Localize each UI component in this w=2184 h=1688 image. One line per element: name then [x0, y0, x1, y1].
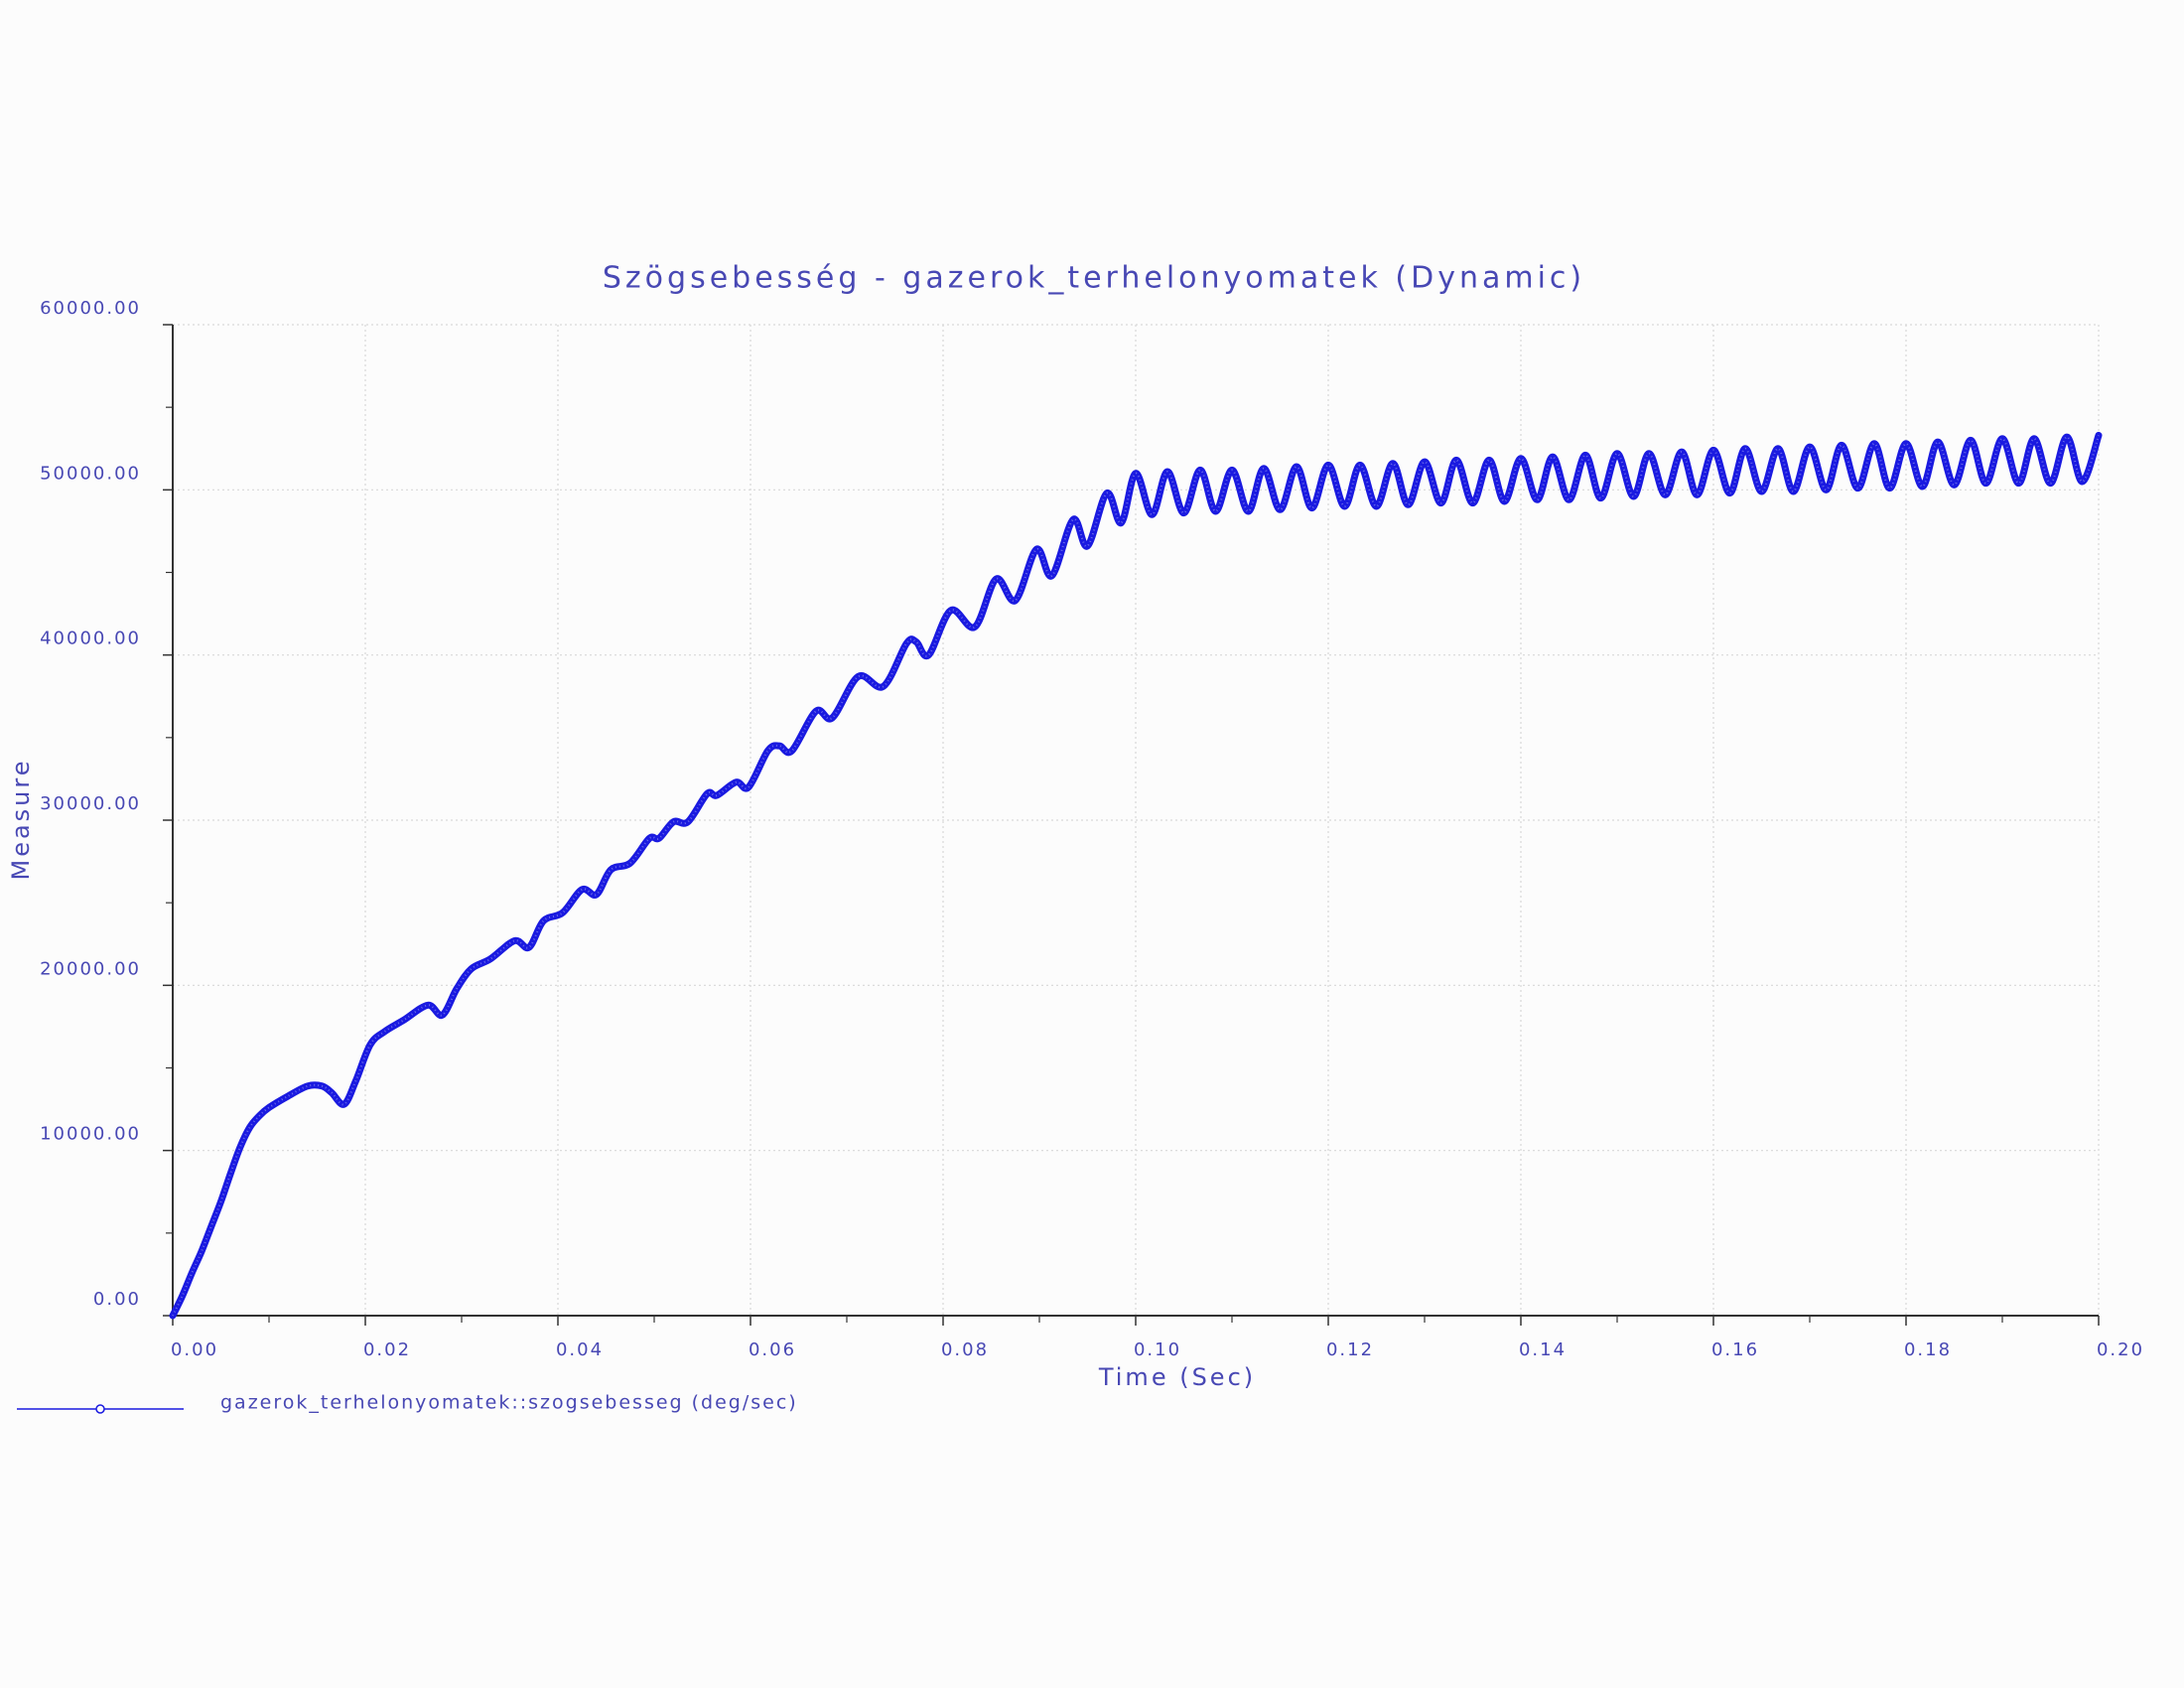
- legend-marker: [95, 1404, 105, 1414]
- x-tick-label: 0.14: [1519, 1339, 1567, 1360]
- x-tick-label: 0.18: [1904, 1339, 1952, 1360]
- data-line-highlight: [172, 435, 2100, 1317]
- y-axis-label: Measure: [7, 759, 35, 881]
- x-tick-label: 0.08: [941, 1339, 989, 1360]
- chart-title: Szögsebesség - gazerok_terhelonyomatek (…: [603, 261, 1585, 296]
- y-tick-label: 40000.00: [40, 629, 141, 649]
- x-tick-label: 0.04: [556, 1339, 604, 1360]
- x-tick-label: 0.16: [1711, 1339, 1759, 1360]
- y-tick-label: 60000.00: [40, 298, 141, 319]
- y-tick-label: 10000.00: [40, 1124, 141, 1145]
- x-tick-label: 0.06: [749, 1339, 796, 1360]
- x-tick-label: 0.00: [171, 1339, 218, 1360]
- y-tick-label: 30000.00: [40, 793, 141, 814]
- x-tick-label: 0.12: [1326, 1339, 1374, 1360]
- y-tick-label: 50000.00: [40, 463, 141, 484]
- x-tick-label: 0.02: [363, 1339, 411, 1360]
- legend-label: gazerok_terhelonyomatek::szogsebesseg (d…: [220, 1392, 798, 1414]
- x-tick-label: 0.10: [1134, 1339, 1181, 1360]
- y-tick-label: 20000.00: [40, 958, 141, 979]
- x-tick-label: 0.20: [2097, 1339, 2144, 1360]
- y-tick-label: 0.00: [93, 1289, 141, 1310]
- x-axis-label: Time (Sec): [1098, 1363, 1256, 1391]
